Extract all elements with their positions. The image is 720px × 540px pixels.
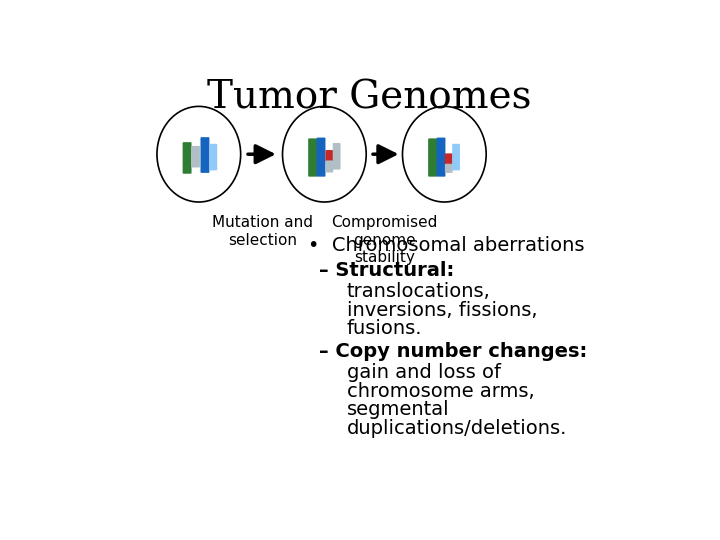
FancyBboxPatch shape [325,150,333,162]
Text: Compromised
genome
stability: Compromised genome stability [331,215,438,265]
Text: Mutation and
selection: Mutation and selection [212,215,313,248]
FancyBboxPatch shape [452,144,460,171]
FancyBboxPatch shape [445,164,453,173]
Text: – Copy number changes:: – Copy number changes: [319,342,587,361]
FancyBboxPatch shape [445,153,453,165]
FancyBboxPatch shape [183,142,192,174]
FancyBboxPatch shape [317,138,325,177]
Text: inversions, fissions,: inversions, fissions, [347,301,537,320]
Text: chromosome arms,: chromosome arms, [347,382,534,401]
Text: – Structural:: – Structural: [319,261,454,280]
FancyBboxPatch shape [436,138,446,177]
FancyBboxPatch shape [191,146,200,167]
Text: duplications/deletions.: duplications/deletions. [347,419,567,438]
Text: gain and loss of: gain and loss of [347,363,500,382]
Text: translocations,: translocations, [347,282,490,301]
FancyBboxPatch shape [200,137,210,173]
FancyBboxPatch shape [325,160,333,172]
FancyBboxPatch shape [333,143,341,170]
FancyBboxPatch shape [210,144,217,171]
Text: fusions.: fusions. [347,319,422,339]
Text: Tumor Genomes: Tumor Genomes [207,79,531,116]
FancyBboxPatch shape [428,138,437,177]
FancyBboxPatch shape [308,138,317,177]
Text: •  Chromosomal aberrations: • Chromosomal aberrations [307,236,584,255]
Text: segmental: segmental [347,401,449,420]
